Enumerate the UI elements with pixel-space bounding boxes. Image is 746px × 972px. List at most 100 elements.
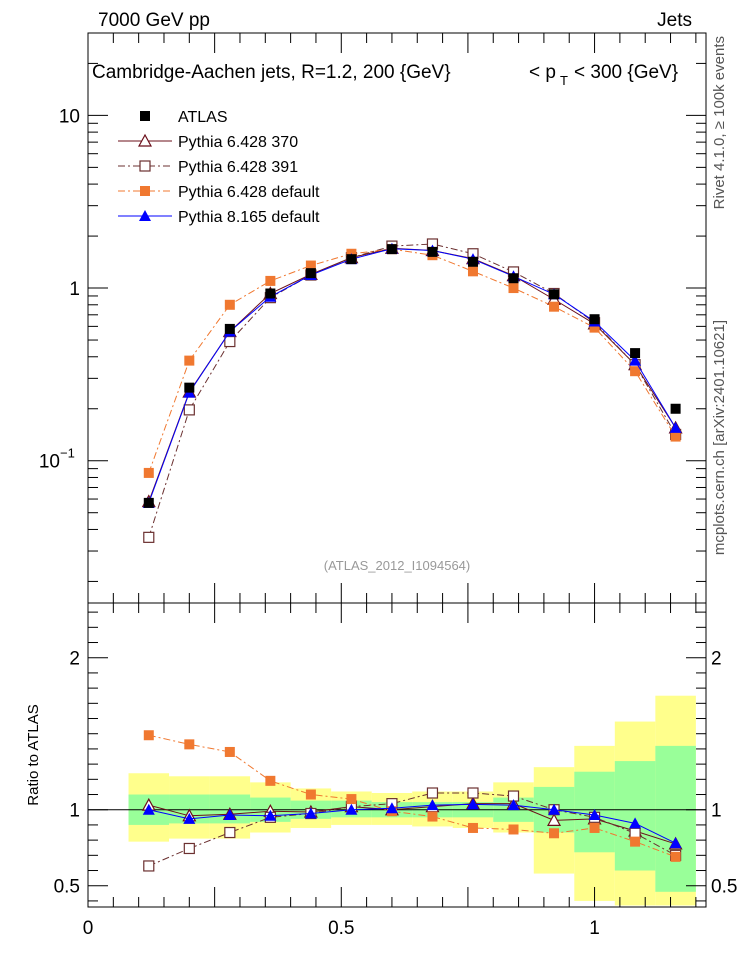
uncertainty-band-green (655, 745, 696, 892)
legend-marker (137, 133, 153, 147)
ratio-data-point (184, 739, 195, 750)
ratio-data-point (467, 787, 479, 799)
legend-item-pythia-6-428-default: Pythia 6.428 default (118, 184, 320, 201)
ratio-data-point (589, 822, 600, 833)
data-point (589, 322, 600, 333)
ratio-data-point (426, 799, 439, 811)
data-point (467, 256, 478, 267)
ratio-data-point (629, 817, 642, 829)
data-point (265, 275, 276, 286)
data-point (670, 431, 681, 442)
ratio-y-tick-label: 0.5 (54, 877, 80, 898)
ratio-data-point (467, 822, 478, 833)
data-point (143, 531, 155, 543)
ratio-series-line (148, 792, 676, 867)
data-point (508, 273, 519, 284)
series-pythia-6-428-391 (143, 238, 682, 543)
ratio-data-point (264, 809, 277, 821)
ratio-data-point (305, 789, 316, 800)
ratio-data-point (385, 802, 398, 814)
data-point (265, 288, 276, 299)
data-point (386, 244, 397, 255)
rivet-info: Rivet 4.1.0, ≥ 100k events (711, 36, 728, 209)
ratio-data-point (588, 809, 601, 821)
series-pythia-6-428-370 (141, 241, 683, 508)
energy-label: 7000 GeV pp (98, 10, 210, 31)
ratio-data-point (507, 799, 520, 811)
data-point (508, 283, 519, 294)
legend-label: Pythia 6.428 default (178, 184, 320, 201)
ratio-series-line (148, 803, 676, 845)
legend-item-pythia-8-165-default: Pythia 8.165 default (118, 209, 320, 226)
ratio-data-point (183, 812, 196, 824)
x-tick-label: 0 (83, 918, 94, 939)
ratio-plot-frame (87, 602, 707, 908)
series-line (148, 248, 677, 504)
ratio-data-point (508, 824, 519, 835)
data-point (184, 355, 195, 366)
ratio-plot-panel: 2 21 10.5 0.50 0.5 1 (54, 603, 737, 939)
data-point (629, 354, 642, 366)
data-point (630, 366, 641, 377)
data-point (549, 289, 560, 300)
data-point (589, 314, 600, 325)
data-point (224, 335, 236, 348)
ratio-data-point (548, 803, 561, 815)
ratio-data-point (304, 807, 317, 819)
data-point (184, 382, 195, 393)
data-point (224, 323, 235, 334)
data-point (427, 246, 438, 257)
ratio-data-point (224, 746, 235, 757)
ratio-data-point (630, 836, 641, 847)
x-tick-label: 1 (589, 918, 600, 939)
data-point (305, 260, 316, 271)
legend-marker (140, 111, 150, 121)
data-point (467, 266, 478, 277)
legend-item-pythia-6-428-370: Pythia 6.428 370 (118, 133, 298, 151)
y-tick-label: 10 (59, 106, 80, 127)
ratio-data-point (223, 809, 236, 821)
ratio-data-point (224, 826, 236, 839)
y-tick-label: 1 (69, 279, 80, 300)
category-label: Jets (657, 10, 692, 31)
ratio-y-tick-label-right: 0.5 (711, 877, 737, 898)
ratio-data-point (345, 803, 358, 815)
uncertainty-band-green (614, 761, 656, 871)
ratio-data-point (426, 787, 439, 799)
series-pythia-8-165-default (142, 242, 682, 508)
plot-title: Cambridge-Aachen jets, R=1.2, 200 {GeV} (92, 62, 451, 83)
data-point (305, 268, 316, 279)
data-point (549, 301, 560, 312)
data-point (143, 497, 154, 508)
plot-title-pt-suffix: < 300 {GeV} (574, 62, 678, 83)
data-point (669, 421, 682, 433)
data-point (630, 348, 641, 359)
ratio-data-point (142, 803, 155, 815)
legend-marker (139, 160, 151, 172)
ratio-data-point (547, 813, 562, 826)
data-point (224, 299, 235, 310)
data-point (670, 403, 681, 414)
legend-marker (140, 186, 150, 196)
series-atlas (143, 244, 681, 508)
ratio-data-point (143, 860, 155, 872)
legend-item-atlas: ATLAS (140, 109, 228, 126)
ratio-series-line (148, 734, 676, 858)
ratio-data-point (265, 775, 276, 786)
ratio-y-label: Ratio to ATLAS (25, 704, 42, 805)
ratio-y-tick-label-right: 1 (711, 801, 722, 822)
plot-title-pt-prefix: < p (529, 62, 556, 83)
ratio-y-tick-label: 2 (69, 649, 80, 670)
plot-title-pt-sub: T (560, 73, 568, 88)
y-tick-label: 10 (39, 452, 60, 473)
legend-marker (139, 210, 151, 221)
data-point (346, 254, 357, 265)
ratio-data-point (669, 837, 682, 849)
ratio-y-tick-label: 1 (69, 801, 80, 822)
legend: ATLAS Pythia 6.428 370 Pythia 6.428 391 Pyt… (118, 109, 320, 226)
ratio-data-point (466, 798, 479, 810)
ratio-data-point (427, 811, 438, 822)
legend-label: ATLAS (178, 109, 228, 126)
